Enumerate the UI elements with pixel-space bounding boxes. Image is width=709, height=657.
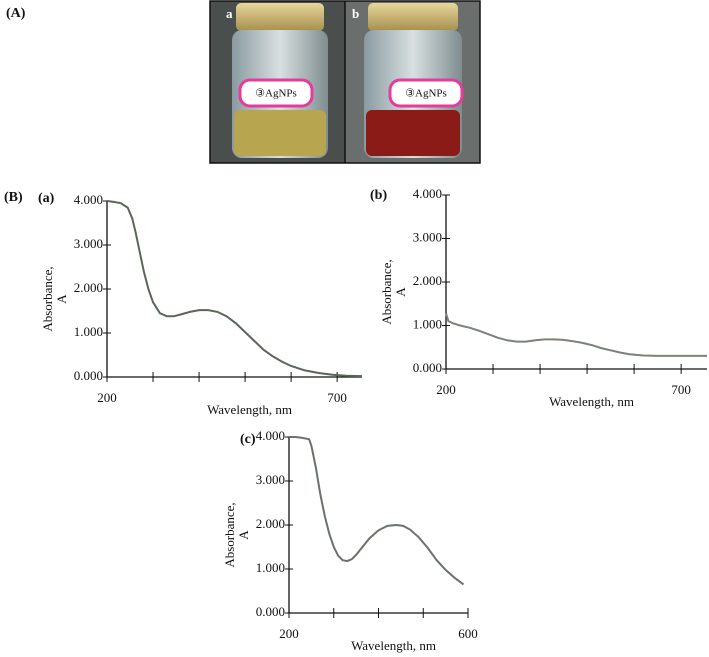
photo-label: b bbox=[352, 6, 359, 21]
chart-label: (a) bbox=[38, 191, 55, 206]
x-tick-label: 700 bbox=[671, 382, 691, 397]
x-tick-label: 200 bbox=[436, 382, 456, 397]
y-axis-title: Absorbance, bbox=[40, 266, 55, 331]
y-axis-title: A bbox=[54, 294, 69, 304]
spectrum-line bbox=[445, 313, 707, 357]
y-tick-label: 0.000 bbox=[74, 368, 103, 383]
chart-label: (b) bbox=[370, 188, 387, 203]
y-tick-label: 1.000 bbox=[413, 316, 442, 331]
y-tick-label: 3.000 bbox=[74, 236, 103, 251]
photo-label: a bbox=[226, 6, 233, 21]
y-axis-title: Absorbance, bbox=[379, 259, 394, 324]
y-tick-label: 0.000 bbox=[413, 360, 442, 375]
spectrum-line bbox=[106, 200, 363, 378]
panel-label: (B) bbox=[4, 190, 23, 205]
y-tick-label: 2.000 bbox=[74, 280, 103, 295]
y-tick-label: 1.000 bbox=[256, 560, 285, 575]
photo-a: ③AgNPs a bbox=[210, 1, 345, 163]
jar-label: ③AgNPs bbox=[255, 88, 297, 100]
y-axis-title: Absorbance, bbox=[222, 502, 237, 567]
x-tick-label: 600 bbox=[458, 626, 478, 641]
y-axis-title: A bbox=[393, 287, 408, 297]
y-tick-label: 3.000 bbox=[413, 229, 442, 244]
panel-label: (A) bbox=[6, 6, 26, 21]
x-axis-title: Wavelength, nm bbox=[351, 638, 436, 653]
photo-b: ③AgNPs b bbox=[345, 1, 480, 163]
y-tick-label: 4.000 bbox=[413, 186, 442, 201]
y-tick-label: 2.000 bbox=[256, 516, 285, 531]
y-tick-label: 0.000 bbox=[256, 604, 285, 619]
y-tick-label: 2.000 bbox=[413, 273, 442, 288]
x-axis-title: Wavelength, nm bbox=[549, 394, 634, 409]
y-axis-title: A bbox=[236, 530, 251, 540]
chart-label: (c) bbox=[240, 432, 256, 447]
y-tick-label: 4.000 bbox=[256, 428, 285, 443]
x-tick-label: 200 bbox=[279, 626, 299, 641]
x-tick-label: 700 bbox=[327, 390, 347, 405]
spectrum-line bbox=[289, 436, 465, 586]
y-tick-label: 3.000 bbox=[256, 472, 285, 487]
x-axis-title: Wavelength, nm bbox=[207, 402, 292, 417]
y-tick-label: 4.000 bbox=[74, 192, 103, 207]
jar-label: ③AgNPs bbox=[405, 88, 447, 100]
x-tick-label: 200 bbox=[97, 390, 117, 405]
y-tick-label: 1.000 bbox=[74, 324, 103, 339]
